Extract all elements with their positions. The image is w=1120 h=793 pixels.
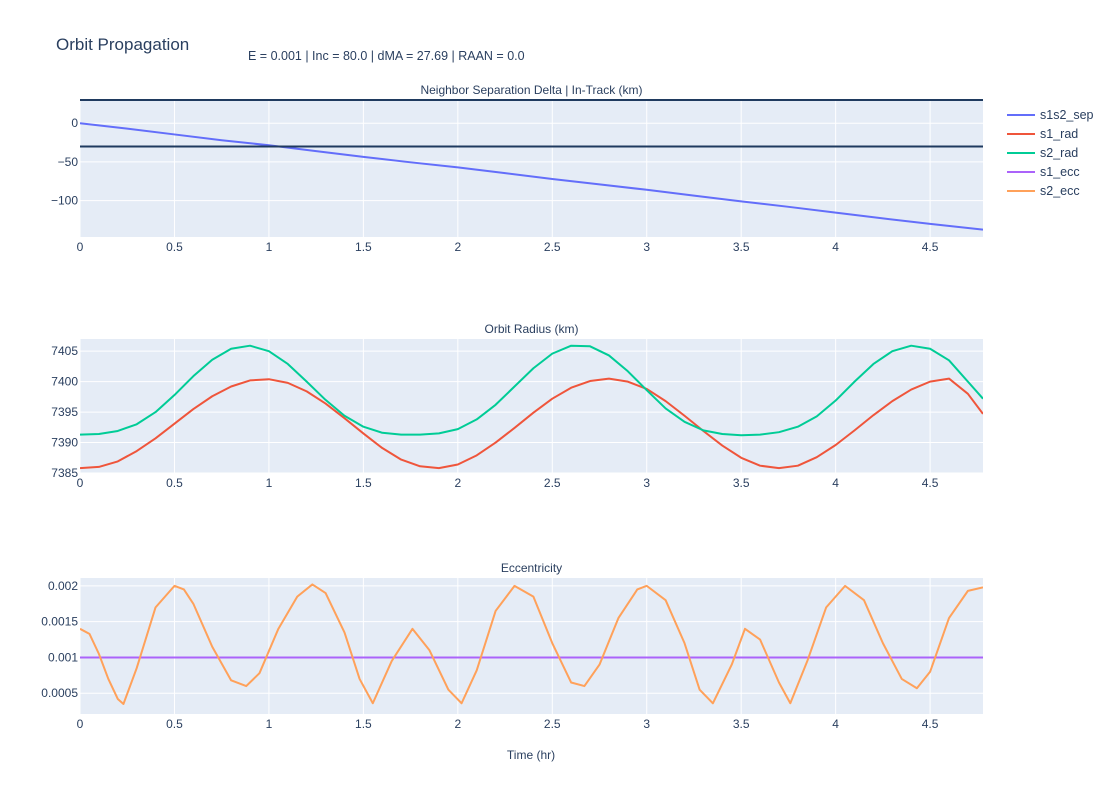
- y-tick-label: 0.0005: [41, 686, 78, 700]
- subplot-panels: 0 0.5 1 1.5 2 2.5 3 3.5 4 4.5 0 −50 −100 Neighbor Sep…: [41, 83, 983, 731]
- legend-label: s2_rad: [1040, 146, 1078, 160]
- legend-item-s1_rad[interactable]: s1_rad: [1007, 127, 1078, 141]
- y-tick-label: 7405: [51, 344, 78, 358]
- legend-item-s1s2_sep[interactable]: s1s2_sep: [1007, 108, 1094, 122]
- x-tick-label: 2: [454, 476, 461, 490]
- subplot-2: 0 0.5 1 1.5 2 2.5 3 3.5 4 4.5 7385 7390 7395 7400 7405…: [51, 322, 983, 490]
- y-tick-label: −100: [51, 194, 78, 208]
- x-tick-label: 2.5: [544, 717, 561, 731]
- x-tick-label: 1: [266, 717, 273, 731]
- x-tick-label: 0: [77, 240, 84, 254]
- x-tick-label: 1.5: [355, 717, 372, 731]
- series-group: [80, 344, 983, 470]
- x-tick-label: 4.5: [922, 717, 939, 731]
- plot-area: [80, 339, 983, 473]
- series-line-s2_ecc: [80, 583, 983, 705]
- y-tick-label: 0: [71, 116, 78, 130]
- series-group: [80, 122, 983, 231]
- x-tick-label: 4: [832, 476, 839, 490]
- plot-area: [80, 100, 983, 237]
- x-tick-label: 2: [454, 717, 461, 731]
- x-tick-label: 3.5: [733, 476, 750, 490]
- x-tick-label: 3.5: [733, 240, 750, 254]
- x-tick-label: 0: [77, 476, 84, 490]
- subplot-3: 0 0.5 1 1.5 2 2.5 3 3.5 4 4.5 0.0005 0.001 0.0015 0.0…: [41, 561, 983, 731]
- x-axis-label: Time (hr): [507, 748, 555, 762]
- y-tick-label: 7390: [51, 436, 78, 450]
- y-tick-label: 7395: [51, 405, 78, 419]
- x-tick-label: 3.5: [733, 717, 750, 731]
- legend-label: s2_ecc: [1040, 184, 1080, 198]
- x-tick-label: 2: [454, 240, 461, 254]
- y-tick-label: 7385: [51, 466, 78, 480]
- series-group: [80, 583, 983, 705]
- x-tick-label: 3: [643, 240, 650, 254]
- x-tick-label: 1.5: [355, 240, 372, 254]
- x-tick-label: 3: [643, 717, 650, 731]
- legend-label: s1_rad: [1040, 127, 1078, 141]
- legend[interactable]: s1s2_sep s1_rad s2_rad s1_ecc s2_ecc: [1007, 108, 1094, 198]
- series-line-s1s2_sep: [80, 122, 983, 231]
- y-tick-label: 0.0015: [41, 615, 78, 629]
- x-tick-label: 0.5: [166, 476, 183, 490]
- x-tick-label: 1: [266, 476, 273, 490]
- subplot-title: Eccentricity: [501, 561, 562, 575]
- legend-item-s2_rad[interactable]: s2_rad: [1007, 146, 1078, 160]
- subplot-title: Orbit Radius (km): [484, 322, 578, 336]
- figure-subtitle: E = 0.001 | Inc = 80.0 | dMA = 27.69 | R…: [248, 49, 525, 63]
- x-tick-label: 4: [832, 717, 839, 731]
- y-tick-label: 7400: [51, 375, 78, 389]
- legend-item-s1_ecc[interactable]: s1_ecc: [1007, 165, 1080, 179]
- x-tick-label: 0.5: [166, 717, 183, 731]
- y-tick-label: 0.001: [48, 650, 78, 664]
- legend-label: s1s2_sep: [1040, 108, 1094, 122]
- x-tick-label: 2.5: [544, 476, 561, 490]
- y-tick-label: −50: [58, 155, 79, 169]
- legend-item-s2_ecc[interactable]: s2_ecc: [1007, 184, 1080, 198]
- x-tick-label: 2.5: [544, 240, 561, 254]
- subplot-title: Neighbor Separation Delta | In-Track (km…: [420, 83, 642, 97]
- x-tick-label: 4: [832, 240, 839, 254]
- y-tick-label: 0.002: [48, 579, 78, 593]
- x-tick-label: 3: [643, 476, 650, 490]
- x-tick-label: 1: [266, 240, 273, 254]
- x-tick-label: 0: [77, 717, 84, 731]
- x-tick-label: 0.5: [166, 240, 183, 254]
- x-tick-label: 1.5: [355, 476, 372, 490]
- subplot-1: 0 0.5 1 1.5 2 2.5 3 3.5 4 4.5 0 −50 −100 Neighbor Sep…: [51, 83, 983, 254]
- legend-label: s1_ecc: [1040, 165, 1080, 179]
- figure-title: Orbit Propagation: [56, 35, 189, 54]
- series-line-s1_rad: [80, 377, 983, 470]
- series-line-s2_rad: [80, 344, 983, 437]
- x-tick-label: 4.5: [922, 240, 939, 254]
- x-tick-label: 4.5: [922, 476, 939, 490]
